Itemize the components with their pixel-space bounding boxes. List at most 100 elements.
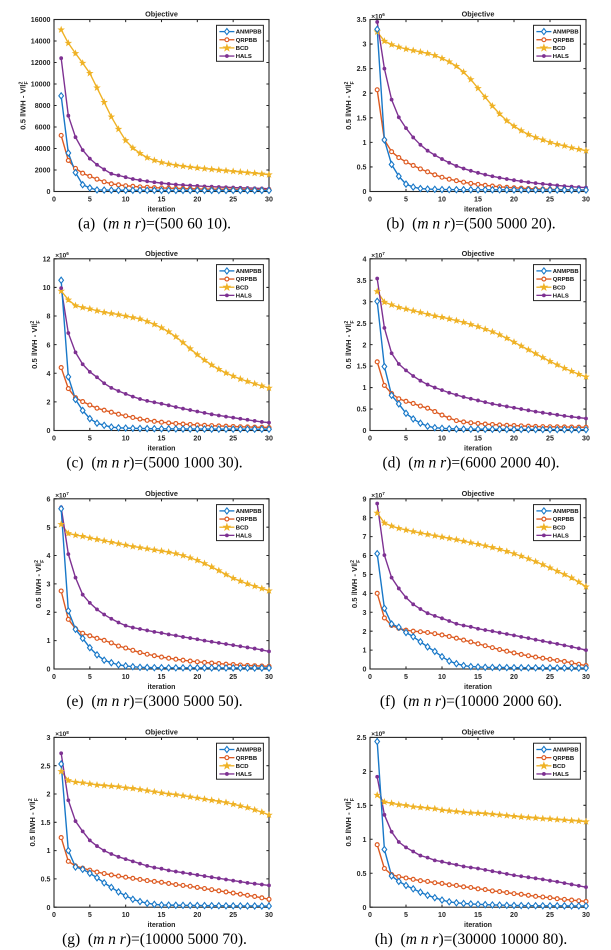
svg-text:HALS: HALS <box>236 533 252 539</box>
svg-text:×106: ×106 <box>55 251 69 259</box>
svg-text:0.5 ‖WH - V‖2F: 0.5 ‖WH - V‖2F <box>344 320 356 368</box>
svg-text:BCD: BCD <box>553 285 566 291</box>
svg-text:0: 0 <box>363 188 367 196</box>
svg-text:1.5: 1.5 <box>41 819 51 827</box>
svg-text:15: 15 <box>474 196 482 204</box>
svg-text:0: 0 <box>47 427 51 435</box>
svg-text:0: 0 <box>52 673 56 681</box>
svg-text:HALS: HALS <box>553 293 569 299</box>
svg-text:2: 2 <box>47 609 51 617</box>
svg-text:iteration: iteration <box>148 205 176 213</box>
svg-text:HALS: HALS <box>553 772 569 778</box>
svg-text:(d) (m n r)=(6000 2000 40).: (d) (m n r)=(6000 2000 40). <box>382 454 559 471</box>
svg-text:BCD: BCD <box>236 525 249 531</box>
svg-text:(c) (m n r)=(5000 1000 30).: (c) (m n r)=(5000 1000 30). <box>66 454 242 471</box>
svg-text:10: 10 <box>438 673 446 681</box>
svg-text:6: 6 <box>363 552 367 560</box>
svg-text:0.5: 0.5 <box>357 870 367 878</box>
svg-text:2.5: 2.5 <box>357 65 367 73</box>
svg-text:10000: 10000 <box>31 81 51 89</box>
svg-text:10: 10 <box>122 196 130 204</box>
svg-text:iteration: iteration <box>464 683 492 691</box>
svg-text:25: 25 <box>229 196 237 204</box>
svg-text:8000: 8000 <box>35 102 51 110</box>
svg-text:25: 25 <box>546 673 554 681</box>
svg-text:ANMPBB: ANMPBB <box>236 748 262 754</box>
svg-text:30: 30 <box>582 196 590 204</box>
svg-text:QRPBB: QRPBB <box>236 277 257 283</box>
svg-text:BCD: BCD <box>236 285 249 291</box>
svg-text:4: 4 <box>47 370 51 378</box>
svg-text:iteration: iteration <box>464 921 492 929</box>
svg-text:2.5: 2.5 <box>41 762 51 770</box>
svg-text:20: 20 <box>193 435 201 443</box>
svg-text:0.5: 0.5 <box>357 164 367 172</box>
svg-text:15: 15 <box>158 673 166 681</box>
svg-text:25: 25 <box>546 911 554 919</box>
svg-text:2: 2 <box>47 398 51 406</box>
svg-text:0: 0 <box>363 427 367 435</box>
svg-text:HALS: HALS <box>553 54 569 60</box>
svg-text:ANMPBB: ANMPBB <box>553 30 579 36</box>
svg-text:×106: ×106 <box>371 12 385 20</box>
svg-text:30: 30 <box>265 435 273 443</box>
svg-text:25: 25 <box>229 435 237 443</box>
svg-text:iteration: iteration <box>148 683 176 691</box>
svg-text:15: 15 <box>474 911 482 919</box>
svg-text:15: 15 <box>158 435 166 443</box>
svg-text:3: 3 <box>47 581 51 589</box>
svg-text:2: 2 <box>363 90 367 98</box>
svg-text:7: 7 <box>363 533 367 541</box>
svg-text:4: 4 <box>363 590 367 598</box>
svg-text:ANMPBB: ANMPBB <box>553 269 579 275</box>
svg-text:Objective: Objective <box>145 10 178 19</box>
svg-text:1: 1 <box>363 647 367 655</box>
svg-text:30: 30 <box>265 673 273 681</box>
svg-text:0: 0 <box>368 196 372 204</box>
svg-text:5: 5 <box>88 911 92 919</box>
svg-text:5: 5 <box>88 435 92 443</box>
svg-text:10: 10 <box>438 911 446 919</box>
svg-text:ANMPBB: ANMPBB <box>236 30 262 36</box>
svg-text:0.5 ‖WH - V‖2F: 0.5 ‖WH - V‖2F <box>344 798 356 846</box>
svg-text:0: 0 <box>47 188 51 196</box>
svg-text:20: 20 <box>510 911 518 919</box>
svg-text:5: 5 <box>404 673 408 681</box>
svg-text:0: 0 <box>52 435 56 443</box>
svg-text:2000: 2000 <box>35 167 51 175</box>
svg-text:15: 15 <box>158 911 166 919</box>
svg-text:0: 0 <box>47 666 51 674</box>
svg-text:6: 6 <box>47 495 51 503</box>
svg-text:1: 1 <box>363 384 367 392</box>
svg-text:12: 12 <box>43 255 51 263</box>
svg-text:×107: ×107 <box>371 491 385 499</box>
svg-text:25: 25 <box>546 196 554 204</box>
svg-text:5: 5 <box>88 673 92 681</box>
svg-text:Objective: Objective <box>462 249 495 258</box>
svg-text:30: 30 <box>265 196 273 204</box>
svg-text:3: 3 <box>47 734 51 742</box>
svg-text:6000: 6000 <box>35 124 51 132</box>
svg-text:Objective: Objective <box>145 728 178 737</box>
svg-text:20: 20 <box>193 196 201 204</box>
svg-text:5: 5 <box>404 196 408 204</box>
svg-text:Objective: Objective <box>145 249 178 258</box>
svg-text:QRPBB: QRPBB <box>236 38 257 44</box>
svg-text:5: 5 <box>404 435 408 443</box>
svg-text:10: 10 <box>438 196 446 204</box>
svg-text:5: 5 <box>404 911 408 919</box>
svg-text:4000: 4000 <box>35 145 51 153</box>
svg-text:15: 15 <box>474 673 482 681</box>
svg-text:16000: 16000 <box>31 16 51 24</box>
svg-text:25: 25 <box>229 673 237 681</box>
svg-text:Objective: Objective <box>462 728 495 737</box>
svg-text:QRPBB: QRPBB <box>553 38 574 44</box>
svg-text:30: 30 <box>265 911 273 919</box>
svg-text:5: 5 <box>363 571 367 579</box>
svg-text:1.5: 1.5 <box>357 363 367 371</box>
svg-text:iteration: iteration <box>464 444 492 452</box>
svg-text:ANMPBB: ANMPBB <box>236 509 262 515</box>
svg-text:2: 2 <box>47 791 51 799</box>
svg-text:10: 10 <box>122 435 130 443</box>
svg-text:0: 0 <box>368 673 372 681</box>
